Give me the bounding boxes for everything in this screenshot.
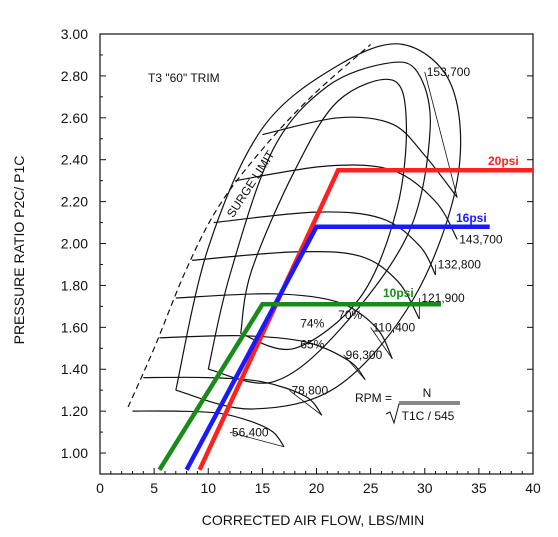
efficiency-label: 70% [338,308,362,322]
x-axis-ticks: 0 5 10 15 20 25 30 35 40 [96,468,541,496]
speed-label: 143,700 [459,233,503,247]
speed-line [132,410,285,448]
speed-leader [229,431,285,448]
y-tick-label: 2.40 [61,152,88,168]
x-tick-label: 15 [255,480,271,496]
speed-leader [370,327,393,359]
boost-label: 10psi [383,286,414,300]
surge-limit-line [127,44,371,408]
speed-label: 132,800 [438,258,482,272]
speed-lines: 56,400 78,800 96,300 110,400 121,900 132,800 1… [132,65,503,448]
x-axis-label: CORRECTED AIR FLOW, LBS/MIN [202,512,424,528]
x-tick-label: 10 [200,480,216,496]
speed-label: 96,300 [346,348,383,362]
y-axis-label: PRESSURE RATIO P2C/ P1C [11,156,27,345]
y-tick-label: 1.60 [61,319,88,335]
speed-line [262,116,458,198]
rpm-formula-numerator: N [423,386,432,400]
speed-line [143,376,323,416]
boost-line [197,167,533,471]
y-tick-label: 1.00 [61,445,88,461]
x-tick-label: 35 [471,480,487,496]
sqrt-symbol [385,403,460,425]
y-tick-label: 1.20 [61,403,88,419]
boost-label: 16psi [456,211,487,225]
boost-line [184,224,490,471]
y-tick-label: 1.40 [61,361,88,377]
rpm-formula-prefix: RPM = [355,391,392,405]
speed-leader [343,354,366,380]
y-axis-ticks: 1.00 1.20 1.40 1.60 1.80 2.00 2.20 2.40 2.60 2.80… [61,26,533,461]
boost-line [157,302,441,471]
x-tick-label: 25 [363,480,379,496]
speed-line [213,211,437,276]
boost-label: 20psi [488,154,519,168]
y-tick-label: 1.80 [61,277,88,293]
y-tick-label: 2.20 [61,194,88,210]
efficiency-island [240,78,408,351]
speed-leader [424,71,458,198]
chart-title: T3 "60" TRIM [148,71,220,85]
speed-label: 110,400 [373,321,416,335]
x-tick-label: 0 [96,480,104,496]
speed-line [175,293,393,360]
speed-line [191,250,420,320]
speed-label: 78,800 [291,383,328,397]
x-tick-label: 20 [309,480,325,496]
speed-line [159,334,366,381]
y-tick-label: 3.00 [61,26,88,42]
boost-lines: 20psi 16psi 10psi [157,154,533,471]
efficiency-label: 74% [300,316,324,330]
rpm-formula: RPM = N T1C / 545 [355,386,460,425]
efficiency-island [175,43,462,410]
y-tick-label: 2.80 [61,68,88,84]
efficiency-island [207,61,431,384]
x-tick-label: 30 [417,480,433,496]
y-tick-label: 2.60 [61,110,88,126]
y-tick-label: 2.00 [61,236,88,252]
speed-label: 56,400 [232,425,269,439]
speed-label: 121,900 [421,291,465,305]
speed-label: 153,700 [427,65,471,79]
speed-leader [289,390,323,416]
x-tick-label: 40 [525,480,541,496]
rpm-formula-denominator: T1C / 545 [402,409,455,423]
x-tick-label: 5 [150,480,158,496]
